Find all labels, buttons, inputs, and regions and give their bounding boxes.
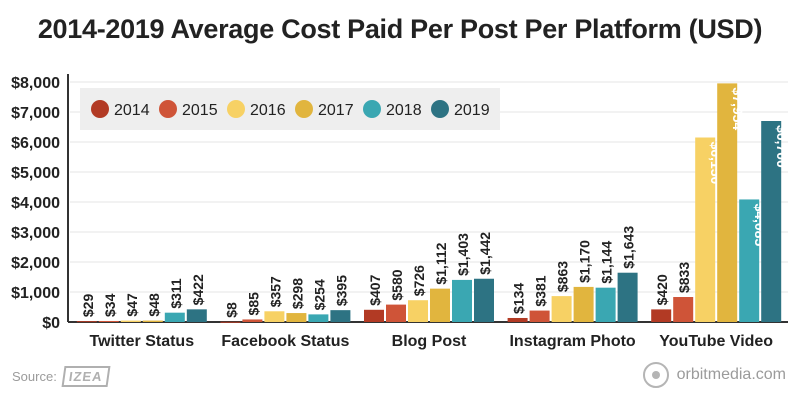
bar-value-label: $48: [146, 293, 162, 317]
credit: orbitmedia.com: [642, 362, 786, 388]
bar-value-label: $8: [223, 302, 239, 318]
credit-text: orbitmedia.com: [676, 366, 786, 383]
bar-value-label: $726: [411, 265, 427, 296]
bar: [617, 272, 638, 322]
bar: [430, 288, 450, 322]
bar-value-label: $254: [311, 279, 327, 310]
legend-swatch: [431, 100, 449, 118]
bar-value-label: $407: [367, 274, 383, 305]
bar-value-label: $134: [511, 283, 527, 314]
bar-value-label: $1,442: [477, 232, 493, 275]
y-tick-label: $6,000: [11, 135, 60, 152]
bar-value-label: $1,403: [455, 233, 471, 276]
x-category-label: Blog Post: [392, 333, 467, 350]
bar: [186, 309, 207, 322]
legend-label: 2017: [318, 102, 354, 119]
chart-title: 2014-2019 Average Cost Paid Per Post Per…: [37, 14, 763, 44]
bar-value-label: $1,170: [577, 240, 593, 283]
bar-value-label: $85: [245, 292, 261, 316]
bar-value-label: $6,700: [774, 125, 790, 168]
y-tick-label: $1,000: [11, 285, 60, 302]
bar: [408, 300, 428, 322]
bar-value-label: $1,144: [599, 241, 615, 284]
bar: [739, 199, 760, 322]
bar: [98, 320, 119, 322]
bar: [264, 311, 285, 322]
legend-swatch: [295, 100, 313, 118]
bar: [551, 296, 572, 322]
bar: [673, 297, 694, 322]
x-category-label: Facebook Status: [221, 333, 349, 350]
bar-value-label: $833: [676, 262, 692, 293]
x-category-label: Twitter Status: [89, 333, 194, 350]
x-category-label: YouTube Video: [659, 333, 773, 350]
bar: [164, 312, 185, 322]
y-tick-label: $8,000: [11, 75, 60, 92]
bar: [595, 287, 616, 322]
bar: [717, 83, 738, 322]
bar-value-label: $395: [333, 275, 349, 306]
legend-swatch: [227, 100, 245, 118]
bar-value-label: $420: [654, 274, 670, 305]
legend-swatch: [91, 100, 109, 118]
bar-value-label: $1,643: [621, 226, 637, 269]
legend-box: [80, 88, 500, 130]
y-tick-label: $7,000: [11, 105, 60, 122]
bar: [651, 309, 672, 322]
bar: [142, 320, 163, 322]
bar-value-label: $422: [190, 274, 206, 305]
bar-value-label: $29: [80, 294, 96, 318]
bar: [364, 309, 384, 322]
bar-value-label: $7,954: [730, 87, 746, 130]
bar-value-label: $298: [289, 278, 305, 309]
y-tick-label: $0: [42, 315, 60, 332]
bar: [507, 317, 528, 322]
bar-value-label: $381: [533, 275, 549, 306]
bar: [220, 321, 241, 323]
bar: [474, 278, 494, 322]
bar: [330, 310, 351, 322]
bar: [308, 314, 329, 322]
bar-value-label: $1,112: [433, 242, 449, 284]
legend-label: 2016: [250, 102, 286, 119]
legend-label: 2015: [182, 102, 218, 119]
legend-swatch: [159, 100, 177, 118]
bar-value-label: $580: [389, 269, 405, 300]
legend-label: 2014: [114, 102, 150, 119]
y-tick-label: $2,000: [11, 255, 60, 272]
bar: [386, 304, 406, 322]
bar: [286, 313, 307, 322]
izea-logo: IZEA: [61, 366, 110, 387]
legend-swatch: [363, 100, 381, 118]
bar: [529, 310, 550, 322]
source-label: Source:: [12, 369, 57, 384]
legend-label: 2018: [386, 102, 422, 119]
bar: [761, 121, 782, 322]
bar-value-label: $863: [555, 261, 571, 292]
bar: [76, 321, 97, 323]
y-tick-label: $3,000: [11, 225, 60, 242]
x-category-label: Instagram Photo: [509, 333, 635, 350]
bar: [695, 137, 716, 322]
bar-value-label: $34: [102, 293, 118, 317]
legend-label: 2019: [454, 102, 490, 119]
bar-value-label: $357: [267, 276, 283, 307]
source-note: Source: IZEA: [12, 366, 110, 387]
bar: [120, 320, 141, 322]
legend: 2014 2015 2016 2017 2018 2019: [80, 88, 500, 130]
bar-value-label: $311: [168, 278, 184, 309]
orbit-logo-icon: [642, 362, 669, 388]
bar: [573, 286, 594, 322]
y-tick-label: $4,000: [11, 195, 60, 212]
bar-value-label: $47: [124, 293, 140, 317]
bar: [242, 319, 263, 322]
bar: [452, 279, 472, 322]
y-tick-label: $5,000: [11, 165, 60, 182]
